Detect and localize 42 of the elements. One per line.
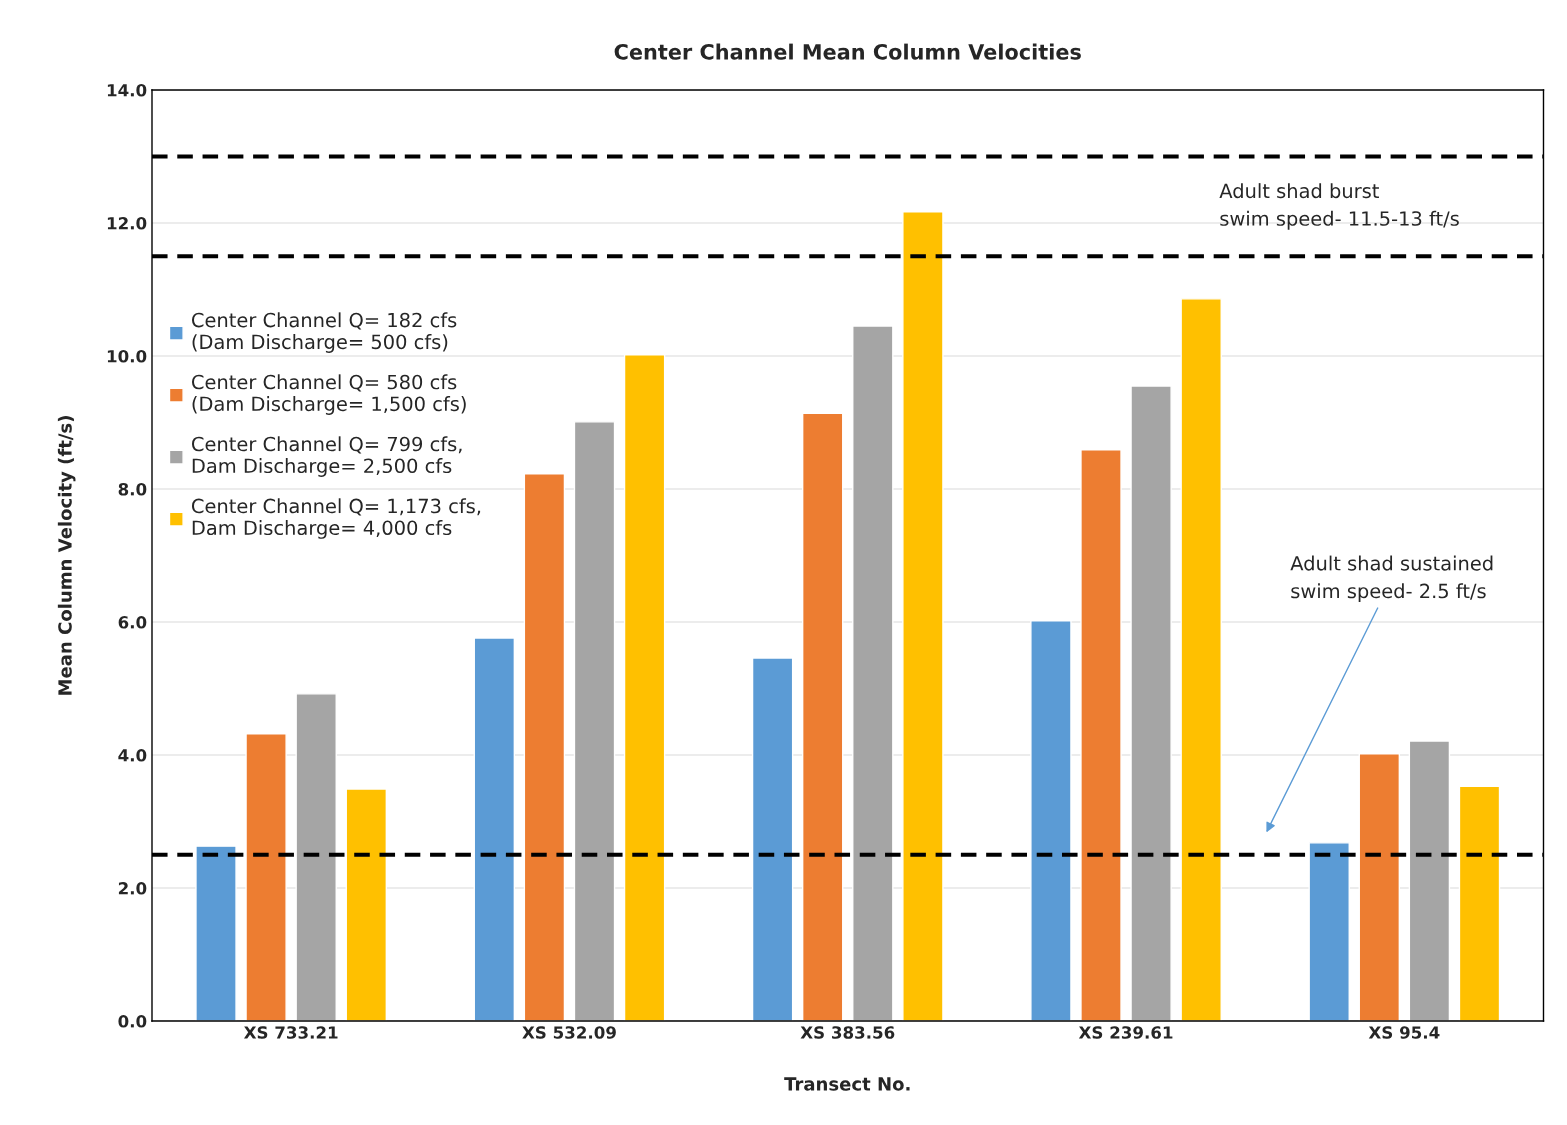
bar (801, 412, 844, 1022)
bar (345, 788, 388, 1022)
y-tick-label: 8.0 (118, 482, 147, 496)
x-axis-title: Transect No. (784, 1077, 910, 1091)
y-tick-label: 14.0 (107, 83, 147, 97)
legend-label: Center Channel Q= 182 cfs (Dam Discharge= 500 cfs) (191, 312, 457, 353)
chart-title: Center Channel Mean Column Velocities (614, 43, 1081, 60)
bar (751, 657, 794, 1022)
bar (852, 325, 894, 1022)
bar (902, 211, 944, 1022)
y-tick-label: 2.0 (118, 882, 147, 895)
y-tick-label: 0.0 (118, 1015, 147, 1028)
annotation: Adult shad burst swim speed- 11.5-13 ft/s (1219, 183, 1459, 230)
x-tick-label: XS 733.21 (243, 1026, 338, 1039)
bar (295, 693, 337, 1022)
legend-label: Center Channel Q= 799 cfs, Dam Discharge= 2,500 cfs (191, 436, 462, 477)
bar (1458, 785, 1501, 1022)
y-tick-label: 6.0 (118, 615, 147, 629)
y-axis-title: Mean Column Velocity (ft/s) (57, 416, 76, 695)
bar (1180, 298, 1222, 1022)
x-tick-label: XS 95.4 (1368, 1026, 1440, 1039)
y-tick-label: 10.0 (107, 349, 147, 363)
bar (623, 353, 666, 1022)
x-tick-label: XS 532.09 (522, 1026, 616, 1039)
bar (473, 637, 516, 1022)
x-tick-label: XS 383.56 (800, 1026, 895, 1039)
legend-label: Center Channel Q= 580 cfs (Dam Discharge= 1,500 cfs) (191, 374, 466, 415)
bar (1358, 753, 1401, 1022)
bar (195, 845, 237, 1022)
y-tick-label: 12.0 (107, 216, 147, 230)
bar (523, 473, 566, 1022)
bar (1030, 620, 1072, 1022)
bar (1408, 740, 1451, 1022)
legend-label: Center Channel Q= 1,173 cfs, Dam Discharge= 4,000 cfs (191, 498, 481, 539)
annotation: Adult shad sustained swim speed- 2.5 ft/s (1290, 555, 1493, 603)
bar (245, 733, 287, 1022)
bar (1080, 449, 1122, 1022)
bar (573, 421, 616, 1022)
y-tick-label: 4.0 (118, 749, 147, 762)
x-tick-label: XS 239.61 (1078, 1026, 1173, 1039)
bar (1308, 842, 1350, 1022)
bar (1130, 385, 1172, 1022)
